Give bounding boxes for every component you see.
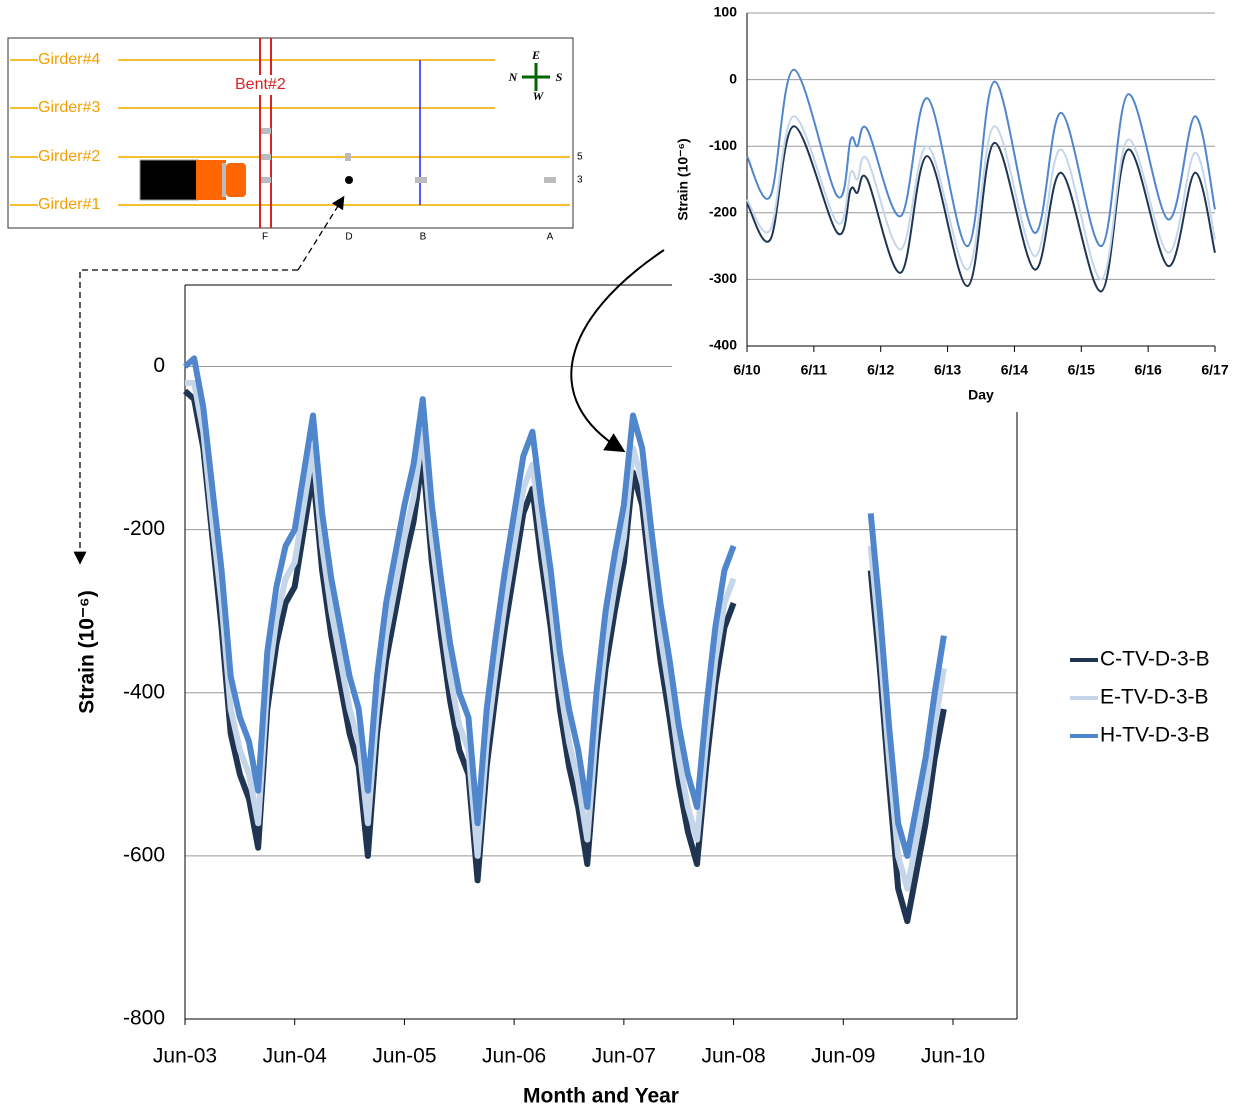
y-tick-label: -200 (709, 204, 737, 220)
section-label: F (262, 232, 268, 243)
label-bg (38, 50, 118, 70)
truck-window (222, 163, 226, 197)
x-tick-label: 6/17 (1201, 362, 1228, 378)
compass-label: N (508, 70, 519, 84)
sensor (261, 128, 271, 134)
x-tick-label: Jun-05 (372, 1045, 436, 1068)
sensor (261, 154, 271, 160)
girder-label: Girder#4 (38, 51, 100, 68)
data-line (746, 115, 1216, 281)
girder-label: Girder#2 (38, 148, 100, 165)
label-bg (38, 195, 118, 215)
x-tick-label: Jun-10 (921, 1045, 985, 1068)
compass-label: W (533, 89, 545, 103)
truck (139, 159, 246, 201)
girder-label: Girder#3 (38, 99, 100, 116)
bent-label: Bent#2 (235, 76, 286, 93)
x-tick-label: Jun-04 (263, 1045, 328, 1068)
x-tick-label: 6/16 (1135, 362, 1162, 378)
pointer-curve (570, 249, 665, 453)
sensor-label: 5 (577, 152, 583, 163)
inset-chart: -400 -300 -200 -100 0 100 6/10 6/11 6/12 6/13 6/14… (675, 4, 1229, 403)
label-bg (38, 98, 118, 118)
x-tick-label: Jun-09 (811, 1045, 875, 1068)
x-tick-label: 6/13 (934, 362, 961, 378)
y-tick-label: -400 (709, 337, 737, 353)
legend-label: E-TV-D-3-B (1100, 686, 1209, 709)
x-tick-label: 6/15 (1068, 362, 1095, 378)
sensor (544, 177, 556, 183)
compass-label: S (556, 70, 563, 84)
y-tick-label: -200 (123, 517, 165, 540)
y-tick-label: -300 (709, 270, 737, 286)
data-line (183, 388, 947, 925)
bridge-diagram: Girder#4 Girder#3 Girder#2 Girder#1 Bent… (7, 37, 583, 243)
x-axis-title: Month and Year (523, 1085, 679, 1108)
x-tick-label: 6/10 (733, 362, 760, 378)
data-line (185, 379, 947, 892)
y-tick-label: -800 (123, 1007, 165, 1030)
pointer-dashed (297, 195, 345, 271)
compass-label: E (531, 48, 540, 62)
x-tick-label: 6/12 (867, 362, 894, 378)
truck-nose (226, 163, 246, 197)
data-line (746, 125, 1216, 293)
y-axis-title: Strain (10⁻⁶) (675, 138, 691, 220)
y-tick-label: -400 (123, 680, 165, 703)
legend-label: H-TV-D-3-B (1100, 724, 1210, 747)
sensor (415, 177, 427, 183)
sensor-label: 3 (577, 175, 583, 186)
x-tick-label: Jun-07 (592, 1045, 656, 1068)
legend-label: C-TV-D-3-B (1100, 648, 1210, 671)
compass: E N S W (508, 48, 563, 103)
y-tick-label: -100 (709, 137, 737, 153)
label-bg (234, 75, 300, 95)
data-line (183, 355, 947, 859)
section-label: D (345, 232, 352, 243)
truck-trailer (139, 159, 199, 201)
data-line (746, 68, 1216, 248)
y-axis-title: Strain (10⁻⁶) (76, 590, 99, 713)
x-tick-label: 6/11 (801, 362, 828, 378)
y-tick-label: 0 (729, 70, 737, 86)
y-tick-label: 100 (714, 4, 738, 20)
truck-cab (196, 160, 226, 200)
pointer-dashed (73, 269, 298, 565)
x-tick-label: Jun-08 (701, 1045, 765, 1068)
sensor (261, 177, 271, 183)
x-axis-title: Day (968, 387, 994, 403)
y-tick-label: 0 (153, 354, 165, 377)
section-label: A (547, 232, 554, 243)
section-label: B (420, 232, 427, 243)
x-tick-label: 6/14 (1001, 362, 1028, 378)
sensor (345, 153, 351, 161)
x-tick-label: Jun-06 (482, 1045, 546, 1068)
girder-label: Girder#1 (38, 196, 100, 213)
label-bg (38, 147, 118, 167)
y-tick-label: -600 (123, 843, 165, 866)
sensor-selected (345, 176, 353, 184)
x-tick-label: Jun-03 (153, 1045, 217, 1068)
main-chart: -800 -600 -400 -200 0 Jun-03 Jun-04 Jun-05 Jun-0… (76, 284, 1210, 1108)
